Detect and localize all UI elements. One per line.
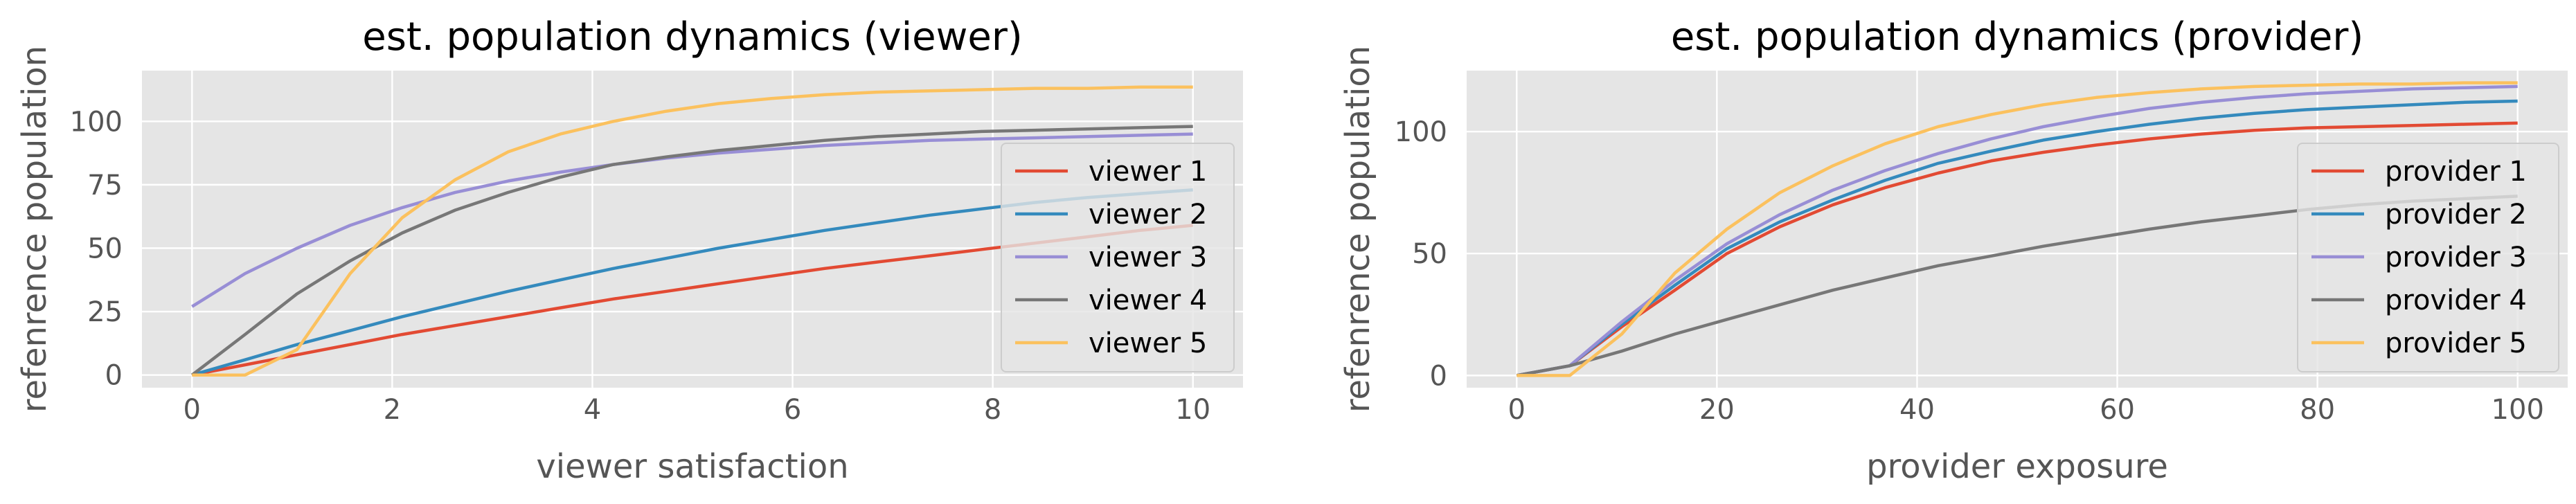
- x-tick-label: 80: [2300, 394, 2335, 426]
- x-tick-label: 100: [2492, 394, 2544, 426]
- x-tick-label: 6: [784, 394, 801, 426]
- legend-frame: [2297, 143, 2559, 372]
- legend-frame: [1001, 143, 1235, 372]
- x-tick-label: 8: [984, 394, 1001, 426]
- series-line: [1516, 84, 2518, 377]
- chart-title: est. population dynamics (viewer): [362, 15, 1022, 60]
- legend-label: provider 1: [2385, 156, 2527, 188]
- y-tick-label: 100: [1395, 116, 1447, 148]
- y-tick-label: 50: [87, 233, 123, 264]
- series-lines: [1516, 81, 2518, 377]
- legend-label: viewer 4: [1089, 285, 1207, 316]
- tick-labels: 0 20 40 60 80 100 0 50 100: [1395, 116, 2544, 426]
- y-tick-label: 50: [1412, 238, 1447, 270]
- y-axis-label: refenrence population: [1339, 46, 1377, 413]
- y-tick-label: 0: [105, 360, 123, 392]
- series-line: [1516, 121, 2518, 377]
- legend-label: viewer 5: [1089, 327, 1207, 359]
- x-tick-label: 0: [184, 394, 201, 426]
- legend-label: provider 3: [2385, 242, 2527, 273]
- legend-label: viewer 2: [1089, 199, 1207, 231]
- legend-label: provider 2: [2385, 199, 2527, 231]
- y-tick-label: 75: [87, 170, 123, 201]
- series-line: [1517, 81, 2518, 377]
- y-tick-label: 100: [70, 106, 123, 138]
- legend-label: viewer 1: [1089, 156, 1207, 188]
- legend: viewer 1 viewer 2 viewer 3 viewer 4 viewer 5: [1001, 143, 1235, 372]
- legend-label: provider 5: [2385, 327, 2527, 359]
- chart-title: est. population dynamics (provider): [1671, 15, 2363, 60]
- series-line: [192, 85, 1193, 377]
- x-axis-label: provider exposure: [1866, 447, 2168, 486]
- x-tick-label: 2: [384, 394, 401, 426]
- x-tick-label: 20: [1699, 394, 1735, 426]
- y-tick-label: 25: [87, 296, 123, 328]
- series-line: [190, 125, 1193, 377]
- legend-label: provider 4: [2385, 285, 2527, 316]
- y-tick-label: 0: [1430, 360, 1447, 392]
- x-tick-label: 40: [1899, 394, 1935, 426]
- x-tick-label: 60: [2100, 394, 2135, 426]
- series-line: [191, 132, 1193, 308]
- legend: provider 1 provider 2 provider 3 provider 4…: [2297, 143, 2559, 372]
- x-tick-label: 0: [1508, 394, 1526, 426]
- chart-provider: 0 20 40 60 80 100 0 50 100 est. population dynam…: [1339, 15, 2568, 486]
- x-axis-label: viewer satisfaction: [536, 447, 848, 486]
- series-line: [1516, 99, 2518, 377]
- y-axis-label: refenrence population: [15, 46, 54, 413]
- legend-label: viewer 3: [1089, 242, 1207, 273]
- x-tick-label: 10: [1175, 394, 1210, 426]
- x-tick-label: 4: [584, 394, 601, 426]
